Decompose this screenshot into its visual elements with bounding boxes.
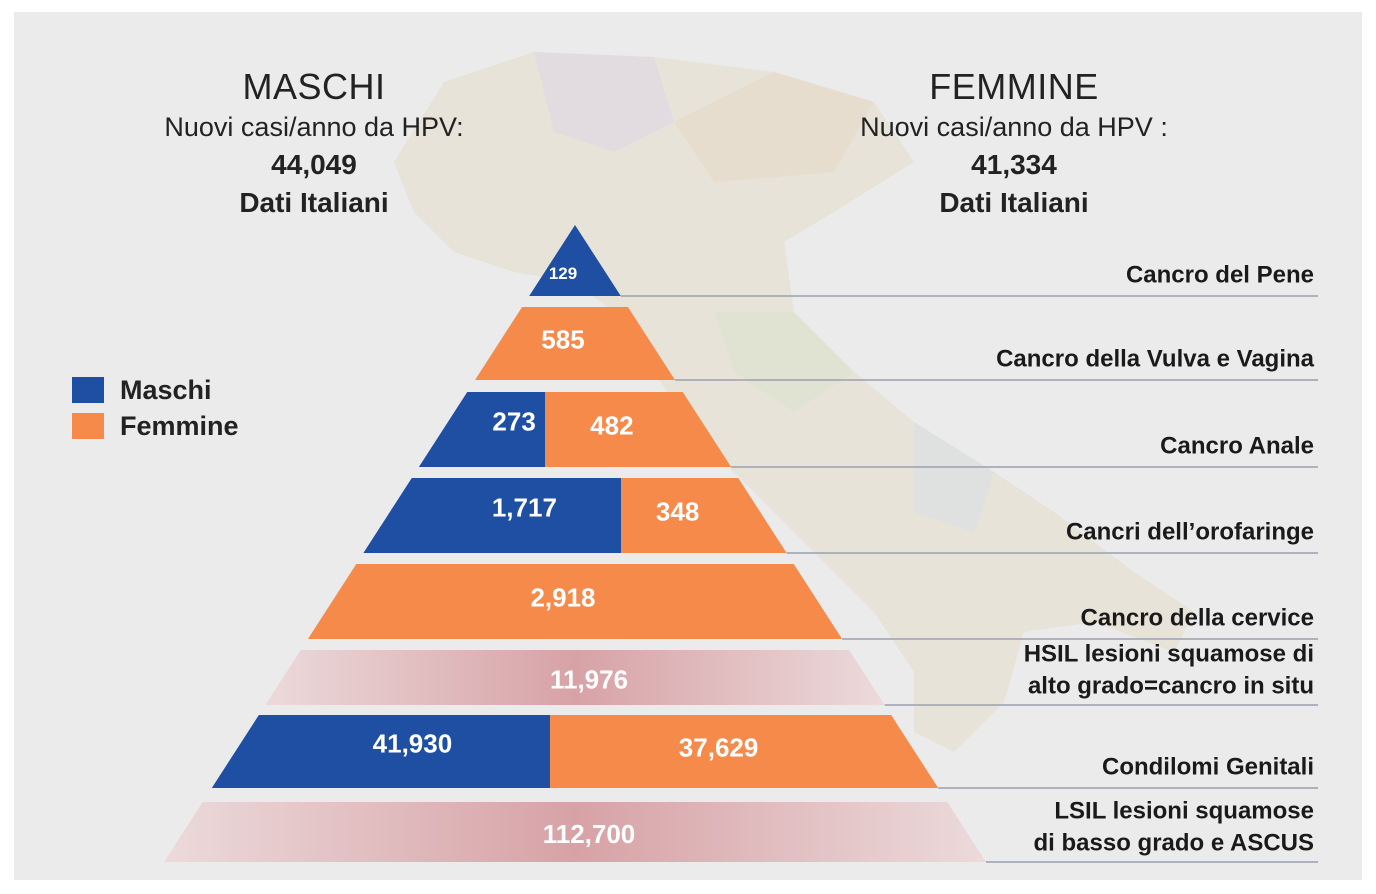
category-label: Condilomi Genitali [1102, 753, 1314, 780]
category-label: Cancro della cervice [1081, 604, 1314, 631]
pyramid-band-total [164, 802, 986, 862]
category-label: Cancri dell’orofaringe [1066, 518, 1314, 545]
category-label: Cancro Anale [1160, 432, 1314, 459]
value-label-female: 2,918 [530, 582, 595, 612]
male-subtitle: Nuovi casi/anno da HPV: [164, 112, 464, 142]
slide: MASCHI Nuovi casi/anno da HPV: 44,049 Da… [14, 12, 1362, 880]
female-title: FEMMINE [929, 66, 1099, 107]
value-label-male: 129 [549, 264, 577, 283]
category-label-line2: di basso grado e ASCUS [1034, 829, 1315, 856]
value-label-female: 585 [541, 324, 584, 354]
legend-item-male: Maschi [72, 372, 239, 408]
value-label-female: 482 [590, 410, 633, 440]
value-label-male: 273 [492, 406, 535, 436]
female-total: 41,334 [971, 149, 1057, 180]
male-total: 44,049 [271, 149, 357, 180]
pyramid-band-female [307, 564, 843, 639]
pyramid-band-male [363, 478, 621, 553]
legend-label-female: Femmine [120, 410, 239, 441]
value-label-female: 348 [656, 496, 699, 526]
legend-swatch-male [72, 377, 104, 403]
pyramid-band-male [211, 715, 550, 788]
pyramid-band-female [621, 478, 787, 553]
italy-map-background [394, 52, 1194, 752]
pyramid-band-female [545, 392, 732, 467]
pyramid-band-female [475, 307, 675, 380]
male-source: Dati Italiani [239, 187, 389, 218]
pyramid-band-male [418, 392, 545, 467]
pyramid-band-female [550, 715, 939, 788]
pyramid-chart: 129 Cancro del Pene 585 Cancro della Vulva … [164, 225, 1318, 863]
pyramid-band-total [265, 650, 885, 705]
male-title: MASCHI [242, 66, 386, 107]
female-source: Dati Italiani [939, 187, 1089, 218]
category-label-line1: HSIL lesioni squamose di [1024, 640, 1314, 667]
category-label-line1: LSIL lesioni squamose [1054, 797, 1314, 824]
legend-swatch-female [72, 413, 104, 439]
legend: Maschi Femmine [72, 372, 239, 444]
value-label-female: 37,629 [679, 732, 759, 762]
legend-label-male: Maschi [120, 374, 212, 405]
value-label-total: 11,976 [550, 664, 628, 694]
female-subtitle: Nuovi casi/anno da HPV : [860, 112, 1168, 142]
category-label-line2: alto grado=cancro in situ [1028, 672, 1314, 699]
value-label-male: 1,717 [492, 492, 557, 522]
pyramid-band-male [529, 225, 621, 296]
value-label-male: 41,930 [373, 728, 453, 758]
legend-item-female: Femmine [72, 408, 239, 444]
category-label: Cancro della Vulva e Vagina [996, 345, 1315, 372]
category-label: Cancro del Pene [1126, 261, 1314, 288]
male-header: MASCHI Nuovi casi/anno da HPV: 44,049 Da… [114, 66, 514, 219]
value-label-total: 112,700 [543, 819, 636, 849]
female-header: FEMMINE Nuovi casi/anno da HPV : 41,334 … [814, 66, 1214, 219]
